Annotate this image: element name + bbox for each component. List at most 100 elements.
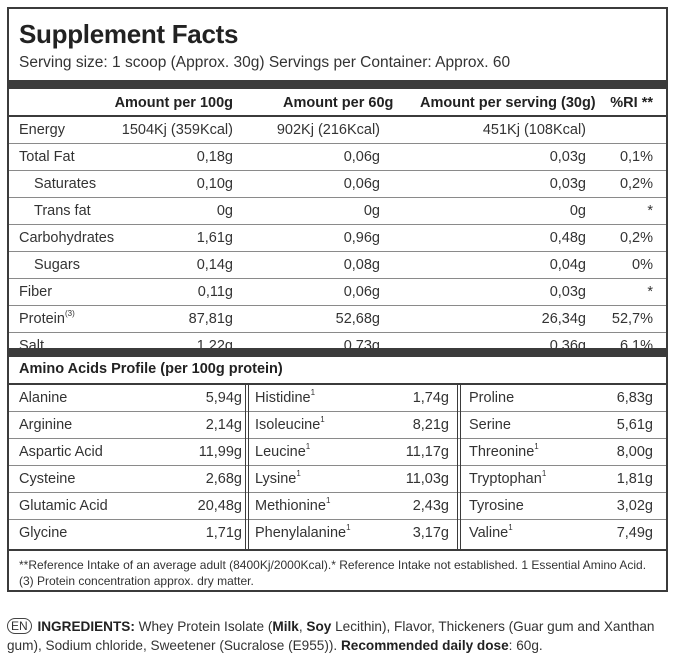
- amino-value: 11,03g: [405, 471, 449, 487]
- amino-value: 7,49g: [616, 525, 653, 541]
- nutrition-header-row: Amount per 100g Amount per 60g Amount pe…: [9, 90, 666, 116]
- amino-name-text: Histidine: [255, 390, 311, 406]
- amino-value: 1,74g: [412, 390, 449, 406]
- amino-name: Threonine1: [469, 439, 539, 465]
- value-per-100g: 87,81g: [188, 311, 233, 327]
- value-per-100g: 0,14g: [196, 257, 233, 273]
- amino-title: Amino Acids Profile (per 100g protein): [19, 361, 283, 377]
- ingredients-text: EN INGREDIENTS: Whey Protein Isolate (Mi…: [7, 617, 672, 655]
- amino-name: Alanine: [19, 385, 67, 411]
- amino-value: 2,43g: [412, 498, 449, 514]
- essential-marker: 1: [508, 523, 513, 532]
- nutrient-name: Protein(3): [19, 306, 75, 332]
- amino-value: 8,21g: [412, 417, 449, 433]
- amino-name: Isoleucine1: [255, 412, 325, 438]
- essential-marker: 1: [296, 469, 301, 478]
- footnote-line1: **Reference Intake of an average adult (…: [19, 558, 647, 572]
- col-header-100g: Amount per 100g: [114, 95, 233, 111]
- row-divider: [9, 197, 666, 198]
- amino-row: Arginine 2,14g Isoleucine1 8,21g Serine 5,61g: [9, 412, 666, 438]
- amino-name-text: Phenylalanine: [255, 525, 347, 541]
- amino-name: Methionine1: [255, 493, 330, 519]
- essential-marker: 1: [320, 415, 325, 424]
- row-divider: [9, 465, 666, 466]
- amino-name: Arginine: [19, 412, 72, 438]
- value-ri: 52,7%: [611, 311, 653, 327]
- amino-value: 2,68g: [205, 471, 242, 487]
- nutrition-row: Fiber 0,11g 0,06g 0,03g *: [9, 279, 666, 305]
- nutrient-name: Carbohydrates: [19, 225, 114, 251]
- value-per-60g: 52,68g: [335, 311, 380, 327]
- panel-title: Supplement Facts: [19, 19, 239, 49]
- allergen-milk: Milk: [272, 619, 299, 634]
- amino-value: 1,81g: [616, 471, 653, 487]
- value-per-serving: 0,03g: [549, 176, 586, 192]
- col-header-60g: Amount per 60g: [283, 95, 394, 111]
- row-divider: [9, 251, 666, 252]
- row-divider: [9, 278, 666, 279]
- row-divider: [9, 519, 666, 520]
- nutrition-row: Energy 1504Kj (359Kcal) 902Kj (216Kcal) 451…: [9, 117, 666, 143]
- amino-name-text: Glutamic Acid: [19, 498, 108, 514]
- value-per-100g: 0,18g: [196, 149, 233, 165]
- value-ri: 0%: [632, 257, 653, 273]
- amino-name-text: Aspartic Acid: [19, 444, 103, 460]
- amino-name-text: Arginine: [19, 417, 73, 433]
- amino-row: Glutamic Acid 20,48g Methionine1 2,43g Tyros…: [9, 493, 666, 519]
- amino-value: 2,14g: [205, 417, 242, 433]
- amino-name-text: Isoleucine: [255, 417, 321, 433]
- nutrient-name: Total Fat: [19, 144, 75, 170]
- ingredients-part: : 60g.: [508, 638, 543, 653]
- amino-name-text: Proline: [469, 390, 515, 406]
- value-ri: 0,1%: [619, 149, 653, 165]
- value-per-60g: 902Kj (216Kcal): [276, 122, 380, 138]
- value-per-60g: 0,06g: [343, 149, 380, 165]
- amino-name: Valine1: [469, 520, 513, 546]
- value-per-60g: 0,08g: [343, 257, 380, 273]
- value-ri: 0,2%: [619, 176, 653, 192]
- supplement-facts-panel: Supplement Facts Serving size: 1 scoop (…: [7, 7, 668, 592]
- row-divider: [9, 143, 666, 144]
- essential-marker: 1: [346, 523, 351, 532]
- amino-name: Cysteine: [19, 466, 75, 492]
- amino-name: Proline: [469, 385, 514, 411]
- amino-name-text: Valine: [469, 525, 509, 541]
- ingredients-part: Whey Protein Isolate (: [134, 619, 273, 634]
- row-divider: [9, 411, 666, 412]
- value-per-60g: 0,96g: [343, 230, 380, 246]
- amino-name: Tryptophan1: [469, 466, 546, 492]
- amino-name: Aspartic Acid: [19, 439, 103, 465]
- amino-name: Leucine1: [255, 439, 310, 465]
- amino-name-text: Cysteine: [19, 471, 76, 487]
- value-ri: 0,2%: [619, 230, 653, 246]
- nutrition-row: Total Fat 0,18g 0,06g 0,03g 0,1%: [9, 144, 666, 170]
- amino-value: 11,99g: [198, 444, 242, 460]
- value-per-serving: 0,03g: [549, 284, 586, 300]
- dose-label: Recommended daily dose: [340, 638, 509, 653]
- amino-row: Glycine 1,71g Phenylalanine1 3,17g Valine1 7,…: [9, 520, 666, 546]
- column-divider: [245, 385, 249, 549]
- amino-name-text: Alanine: [19, 390, 68, 406]
- essential-marker: 1: [325, 496, 331, 505]
- value-per-100g: 0,11g: [197, 284, 233, 300]
- nutrient-name-text: Sugars: [34, 257, 80, 273]
- row-divider: [9, 305, 666, 306]
- nutrient-name: Saturates: [34, 171, 96, 197]
- amino-value: 6,83g: [616, 390, 653, 406]
- value-per-60g: 0g: [363, 203, 380, 219]
- amino-value: 1,71g: [205, 525, 242, 541]
- essential-marker: 1: [310, 388, 316, 397]
- nutrition-row: Saturates 0,10g 0,06g 0,03g 0,2%: [9, 171, 666, 197]
- amino-name-text: Tryptophan: [469, 471, 542, 487]
- nutrient-name-text: Trans fat: [34, 203, 91, 219]
- allergen-soy: Soy: [306, 619, 332, 634]
- amino-name: Phenylalanine1: [255, 520, 351, 546]
- footnote: **Reference Intake of an average adult (…: [19, 557, 659, 589]
- nutrient-name-text: Fiber: [19, 284, 53, 300]
- amino-name: Histidine1: [255, 385, 315, 411]
- amino-name: Glycine: [19, 520, 67, 546]
- amino-value: 5,94g: [205, 390, 242, 406]
- essential-marker: 1: [541, 469, 547, 478]
- footnote-line2: (3) Protein concentration approx. dry ma…: [19, 574, 254, 588]
- essential-marker: 1: [305, 442, 311, 451]
